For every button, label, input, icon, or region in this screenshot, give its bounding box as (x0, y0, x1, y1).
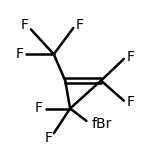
Text: fBr: fBr (91, 117, 112, 131)
Text: F: F (20, 18, 29, 32)
Text: F: F (126, 50, 134, 64)
Text: F: F (126, 95, 134, 109)
Text: F: F (76, 18, 84, 32)
Text: F: F (15, 47, 24, 61)
Text: F: F (45, 131, 53, 145)
Text: F: F (35, 102, 43, 115)
